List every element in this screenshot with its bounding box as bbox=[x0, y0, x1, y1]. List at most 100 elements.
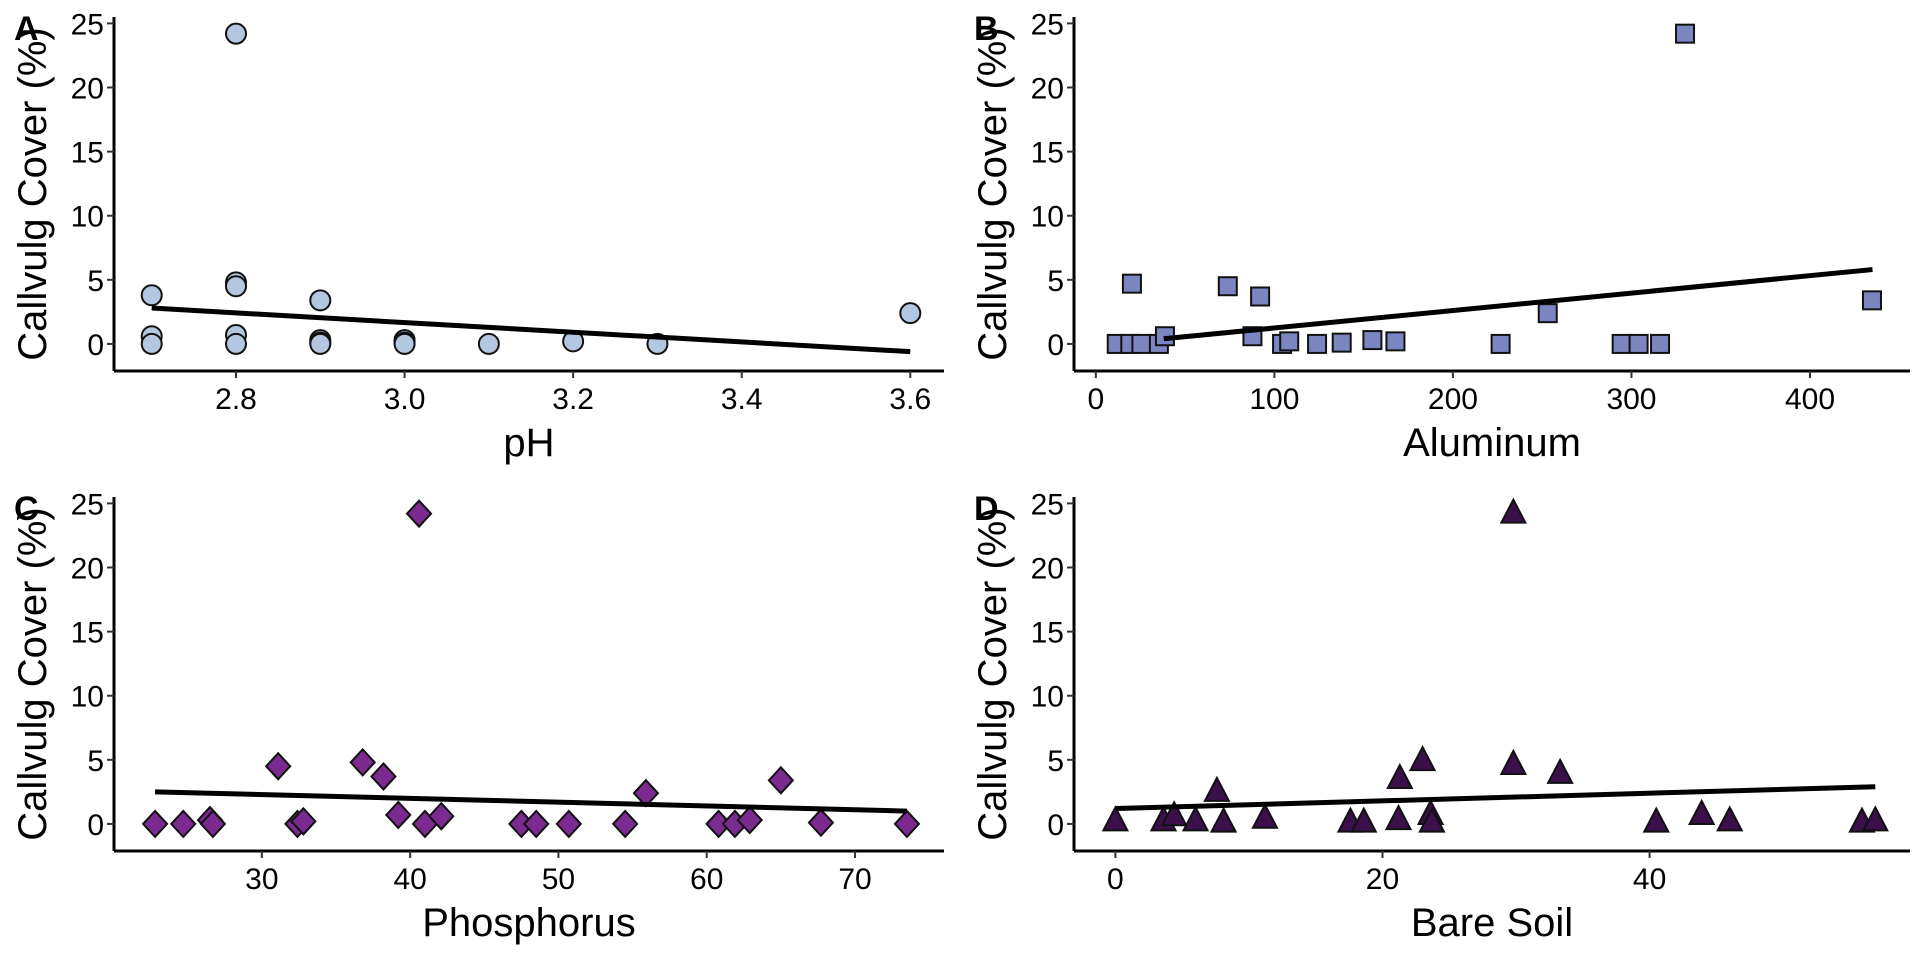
x-tick-label: 2.8 bbox=[215, 383, 257, 416]
data-point-triangle bbox=[1861, 805, 1889, 832]
data-point-diamond bbox=[555, 809, 583, 839]
data-point-diamond bbox=[522, 809, 550, 839]
data-point-square bbox=[1675, 23, 1696, 44]
data-point-triangle bbox=[1203, 775, 1231, 802]
panel-c-phosphorus: 0 5 10 15 20 25 30 40 50 60 70 Phosphorus Callvulg C… bbox=[11, 488, 944, 945]
data-point-diamond bbox=[384, 800, 412, 830]
data-point-square bbox=[1131, 333, 1152, 354]
x-tick-label: 0 bbox=[1107, 863, 1124, 896]
data-point-square bbox=[1385, 331, 1406, 352]
data-point-triangle bbox=[1101, 805, 1130, 832]
data-point-circle bbox=[393, 332, 416, 355]
panel-label: B bbox=[974, 10, 999, 48]
x-axis-title: pH bbox=[503, 421, 554, 465]
data-point-diamond bbox=[736, 805, 764, 835]
data-point-triangle bbox=[1160, 800, 1188, 827]
x-tick-label: 3.0 bbox=[384, 383, 426, 416]
data-point-square bbox=[1307, 333, 1328, 354]
x-tick-label: 3.6 bbox=[889, 383, 931, 416]
y-axis-title: Callvulg Cover (%) bbox=[971, 27, 1015, 360]
data-point-diamond bbox=[807, 808, 835, 838]
data-point-triangle bbox=[1418, 806, 1446, 833]
y-tick-label: 15 bbox=[71, 617, 104, 650]
data-point-triangle bbox=[1499, 497, 1528, 524]
data-point-square bbox=[1628, 333, 1649, 354]
data-points bbox=[140, 22, 922, 355]
data-points bbox=[1106, 23, 1882, 354]
data-point-circle bbox=[309, 332, 332, 355]
data-point-diamond bbox=[290, 806, 317, 836]
data-point-triangle bbox=[1384, 803, 1413, 831]
panel-label: C bbox=[14, 490, 39, 528]
data-point-diamond bbox=[264, 751, 292, 781]
data-point-triangle bbox=[1408, 744, 1437, 772]
y-tick-label: 5 bbox=[1047, 265, 1064, 298]
data-point-square bbox=[1537, 303, 1558, 324]
y-tick-label: 0 bbox=[1047, 329, 1064, 362]
x-axis-title: Aluminum bbox=[1403, 421, 1581, 465]
x-tick-label: 200 bbox=[1428, 383, 1478, 416]
data-point-square bbox=[1121, 273, 1142, 294]
data-point-circle bbox=[477, 332, 500, 355]
panel-label: A bbox=[14, 10, 39, 48]
y-tick-label: 20 bbox=[1031, 553, 1064, 586]
y-tick-label: 25 bbox=[1031, 488, 1064, 521]
x-tick-label: 20 bbox=[1366, 863, 1399, 896]
data-point-diamond bbox=[405, 499, 433, 529]
data-point-square bbox=[1279, 331, 1300, 352]
x-tick-label: 0 bbox=[1088, 383, 1105, 416]
data-point-diamond bbox=[199, 809, 227, 839]
x-tick-label: 3.4 bbox=[721, 383, 763, 416]
y-tick-label: 15 bbox=[1031, 137, 1064, 170]
data-point-diamond bbox=[141, 809, 169, 839]
data-point-triangle bbox=[1716, 805, 1744, 832]
data-point-circle bbox=[140, 284, 163, 307]
data-point-square bbox=[1650, 333, 1671, 354]
y-tick-label: 15 bbox=[71, 137, 104, 170]
data-point-square bbox=[1362, 330, 1383, 351]
y-tick-label: 10 bbox=[71, 201, 104, 234]
data-point-circle bbox=[225, 275, 247, 298]
data-point-triangle bbox=[1546, 757, 1574, 784]
panel-label: D bbox=[974, 490, 999, 528]
trend-line bbox=[1115, 784, 1876, 812]
panel-a-ph: 0 5 10 15 20 25 2.8 3.0 3.2 3.4 3.6 pH Callvulg Cove… bbox=[11, 8, 944, 465]
data-point-square bbox=[1861, 290, 1882, 311]
data-points bbox=[141, 499, 921, 839]
data-point-triangle bbox=[1642, 806, 1670, 833]
y-axis-title: Callvulg Cover (%) bbox=[11, 27, 55, 360]
x-tick-label: 100 bbox=[1249, 383, 1299, 416]
y-tick-label: 10 bbox=[71, 681, 104, 714]
data-point-circle bbox=[225, 332, 247, 355]
x-tick-label: 40 bbox=[393, 863, 426, 896]
y-tick-label: 5 bbox=[87, 265, 104, 298]
data-point-triangle bbox=[1386, 762, 1414, 790]
x-tick-label: 50 bbox=[542, 863, 575, 896]
data-point-diamond bbox=[370, 762, 397, 791]
data-point-square bbox=[1490, 333, 1511, 354]
data-points bbox=[1101, 497, 1889, 833]
data-point-diamond bbox=[767, 765, 795, 795]
data-point-triangle bbox=[1251, 802, 1279, 829]
y-tick-label: 25 bbox=[1031, 8, 1064, 41]
data-point-triangle bbox=[1181, 805, 1210, 832]
data-point-diamond bbox=[893, 809, 921, 839]
data-point-diamond bbox=[349, 747, 377, 777]
y-tick-label: 20 bbox=[1031, 73, 1064, 106]
panel-d-bare-soil: 0 5 10 15 20 25 0 20 40 Bare Soil Callvulg Cover (… bbox=[971, 488, 1910, 945]
x-tick-label: 300 bbox=[1606, 383, 1656, 416]
data-point-triangle bbox=[1209, 806, 1238, 833]
x-tick-label: 70 bbox=[838, 863, 871, 896]
data-point-circle bbox=[225, 22, 247, 45]
data-point-diamond bbox=[427, 801, 455, 831]
y-tick-label: 20 bbox=[71, 73, 104, 106]
x-tick-label: 40 bbox=[1633, 863, 1666, 896]
y-axis-title: Callvulg Cover (%) bbox=[971, 507, 1015, 840]
y-tick-label: 20 bbox=[71, 553, 104, 586]
x-tick-label: 3.2 bbox=[552, 383, 594, 416]
trend-line bbox=[151, 305, 911, 355]
data-point-circle bbox=[309, 289, 332, 312]
y-tick-label: 0 bbox=[87, 329, 104, 362]
data-point-triangle bbox=[1688, 798, 1716, 825]
